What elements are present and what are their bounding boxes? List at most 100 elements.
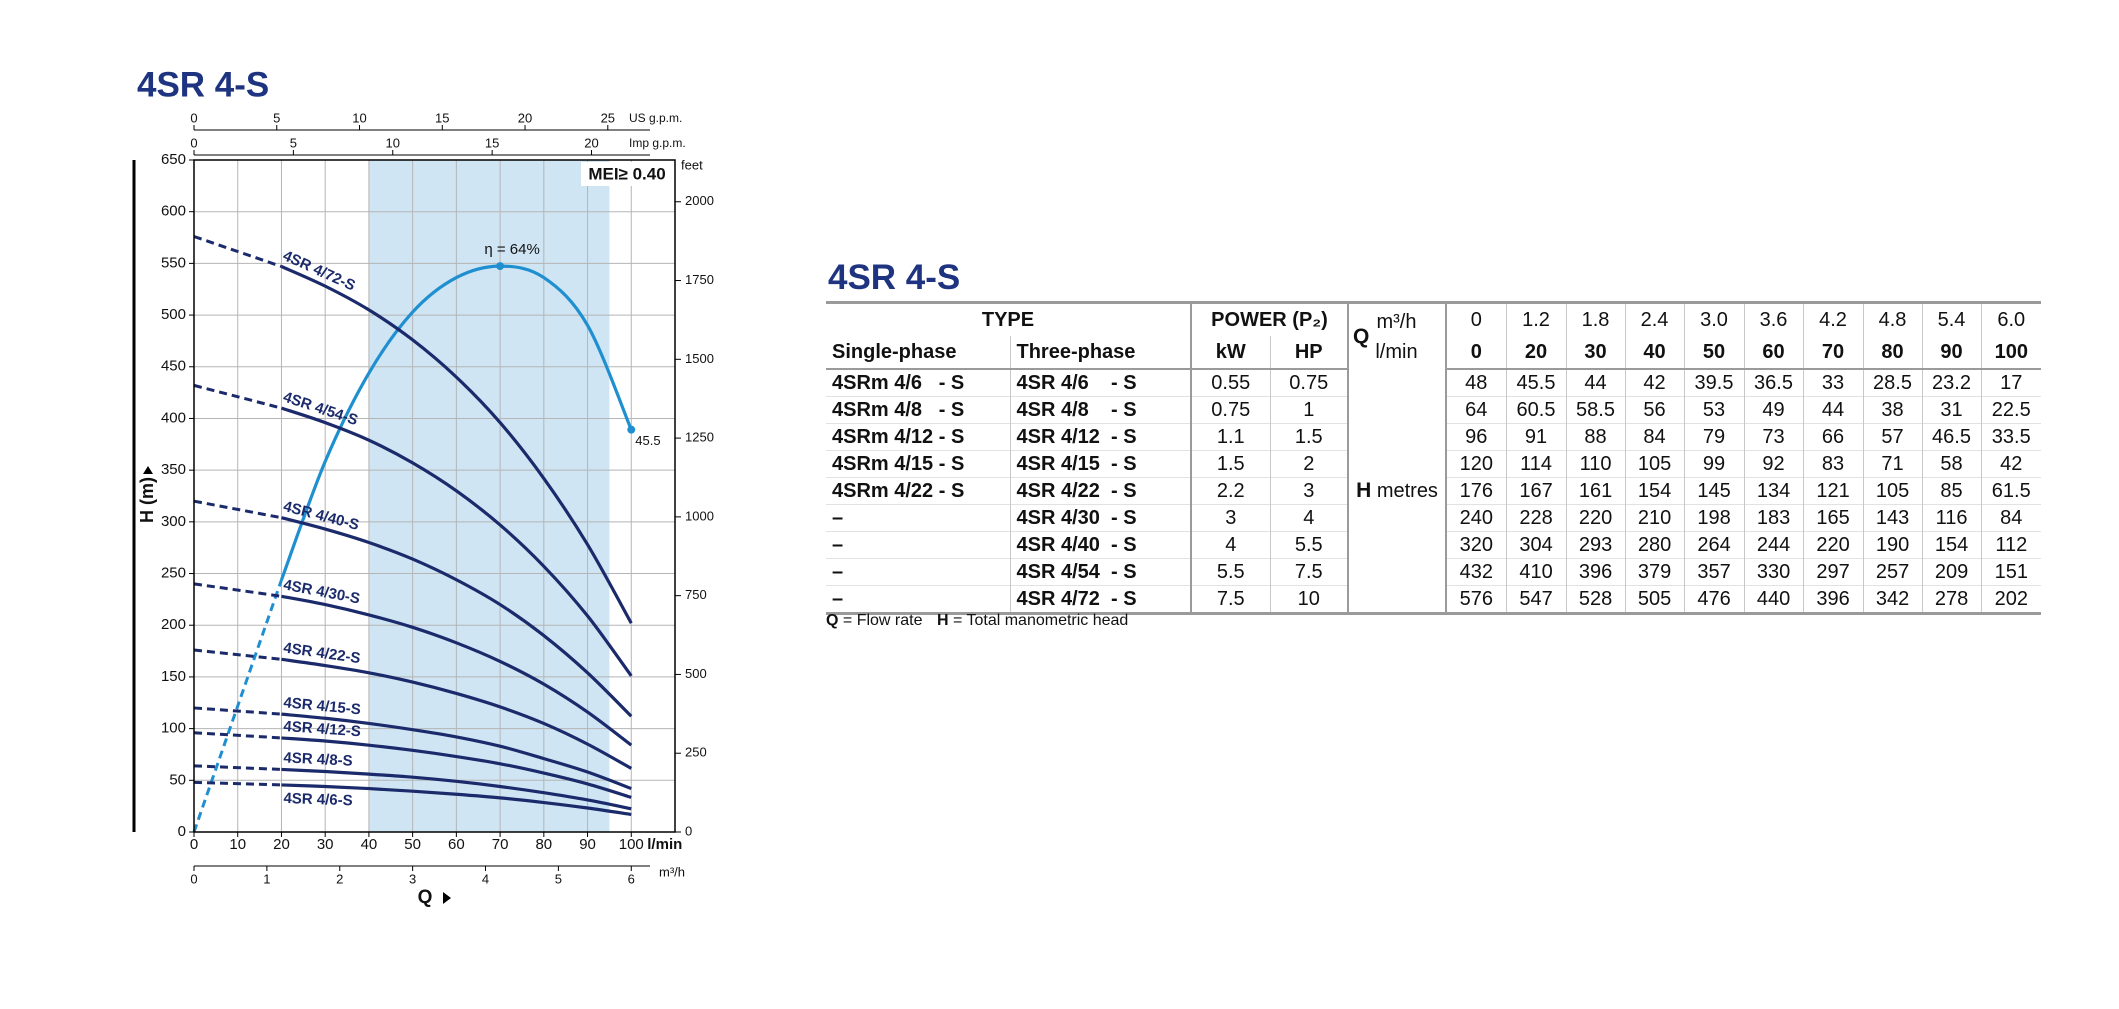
y-arrow: [143, 466, 153, 474]
y-tick-label: 0: [178, 823, 186, 840]
head-value: 244: [1743, 531, 1804, 559]
head-value: 61.5: [1980, 477, 2042, 505]
hp: 4: [1269, 504, 1349, 532]
pump-curve-dashed: [193, 383, 282, 410]
kw: 0.55: [1190, 368, 1270, 397]
head-value: 92: [1743, 450, 1804, 478]
head-value: 58: [1921, 450, 1982, 478]
m3h-tick-label: 6: [628, 871, 635, 886]
head-value: 165: [1802, 504, 1864, 532]
head-value: 154: [1921, 531, 1982, 559]
single-phase: 4SRm 4/22 - S: [826, 477, 1010, 505]
y-tick-label: 150: [161, 668, 186, 685]
head-value: 198: [1683, 504, 1745, 532]
head-value: 202: [1980, 585, 2042, 614]
kw: 7.5: [1190, 585, 1270, 614]
data-row: 4SRm 4/6 - S 4SR 4/6 - S 0.55 0.75 H metres 4…: [826, 368, 2042, 614]
x-tick-label: 40: [361, 836, 378, 853]
head-value: 53: [1683, 396, 1745, 424]
single-phase: 4SRm 4/8 - S: [826, 396, 1010, 424]
head-value: 547: [1505, 585, 1567, 614]
three-phase: 4SR 4/30 - S: [1009, 504, 1191, 532]
data-row: –4SR 4/40 - S 4 5.5 320 304 293 280 264 244 220 19…: [826, 531, 2042, 559]
head-value: 410: [1505, 558, 1567, 586]
pump-curve: [281, 767, 632, 811]
feet-tick-label: 500: [685, 666, 707, 681]
head-value: 66: [1802, 423, 1864, 451]
footnote-part: H: [936, 612, 949, 629]
head-value: 528: [1565, 585, 1626, 614]
head-value: 220: [1565, 504, 1626, 532]
pump-curve: [281, 516, 633, 718]
footnote: Q = Flow rate H = Total manometric head: [826, 612, 1143, 630]
table-title: 4SR 4-S: [828, 258, 961, 297]
note-box: [581, 162, 673, 186]
curve-label: 4SR 4/54-S: [281, 389, 360, 430]
head-value: 432: [1445, 558, 1507, 586]
flow-m3h: 0: [1445, 302, 1507, 336]
head-value: 167: [1505, 477, 1567, 505]
pump-curve-dashed: [193, 731, 282, 740]
three-phase: 4SR 4/8 - S: [1009, 396, 1191, 424]
y-axis-label: H (m): [137, 477, 157, 523]
data-row: 4SRm 4/8 - S 4SR 4/8 - S 0.75 1 64 60.5 58.5 56…: [826, 396, 2042, 424]
head-value: 379: [1624, 558, 1685, 586]
y-tick-label: 250: [161, 565, 186, 582]
head-value: 56: [1624, 396, 1685, 424]
curve-label: 4SR 4/8-S: [283, 749, 353, 769]
pump-curve: [280, 406, 633, 677]
data-row: 4SRm 4/15 - S 4SR 4/15 - S 1.5 2 120 114 110 10…: [826, 450, 2042, 478]
x-unit: l/min: [647, 836, 682, 853]
x-tick-label: 80: [535, 836, 552, 853]
footnote-part: = Flow rate: [842, 612, 923, 629]
three-phase: 4SR 4/54 - S: [1009, 558, 1191, 586]
y-tick-label: 650: [161, 151, 186, 168]
kw: 0.75: [1190, 396, 1270, 424]
us-gpm-label: US g.p.m.: [629, 111, 682, 125]
header-cell: POWER (P₂): [1189, 302, 1349, 336]
head-value: 145: [1683, 477, 1745, 505]
kw: 1.1: [1190, 423, 1270, 451]
q-units: m³/h l/min: [1375, 307, 1417, 367]
flow-lmin: 30: [1565, 336, 1626, 370]
x-tick-label: 10: [229, 836, 246, 853]
flow-m3h: 2.4: [1624, 302, 1685, 336]
head-value: 105: [1624, 450, 1685, 478]
head-value: 576: [1445, 585, 1507, 614]
head-value: 330: [1743, 558, 1804, 586]
efficiency-point: [496, 262, 505, 271]
pump-curve: [281, 657, 633, 770]
note: MEI≥ 0.40: [588, 164, 665, 183]
head-value: 220: [1802, 531, 1864, 559]
flow-m3h: 3.0: [1683, 302, 1745, 336]
imp-gpm-tick-label: 20: [584, 135, 598, 150]
y-tick-label: 200: [161, 616, 186, 633]
flow-lmin: 20: [1505, 336, 1567, 370]
data-row: –4SR 4/54 - S 5.5 7.5 432 410 396 379 357 330 297…: [826, 558, 2042, 586]
three-phase: 4SR 4/15 - S: [1009, 450, 1191, 478]
hp: 3: [1269, 477, 1349, 505]
x-tick-label: 30: [317, 836, 334, 853]
m3h-tick-label: 0: [190, 871, 197, 886]
head-value: 58.5: [1565, 396, 1626, 424]
feet-tick-label: 1500: [685, 351, 714, 366]
head-value: 176: [1445, 477, 1507, 505]
hp: 2: [1269, 450, 1349, 478]
h-cell: H metres: [1347, 369, 1447, 614]
x-tick-label: 0: [190, 836, 198, 853]
q-label: Q: [1353, 324, 1370, 348]
pump-curve-dashed: [193, 764, 282, 771]
hp: 10: [1269, 585, 1349, 614]
pump-curve: [281, 736, 632, 799]
h-metres: metres: [1376, 479, 1438, 502]
imp-gpm-tick-label: 5: [290, 135, 297, 150]
us-gpm-tick-label: 20: [518, 110, 532, 125]
flow-m3h: 1.8: [1565, 302, 1626, 336]
flow-lmin: 70: [1802, 336, 1864, 370]
m3h-tick-label: 4: [482, 871, 489, 886]
head-value: 38: [1862, 396, 1923, 424]
